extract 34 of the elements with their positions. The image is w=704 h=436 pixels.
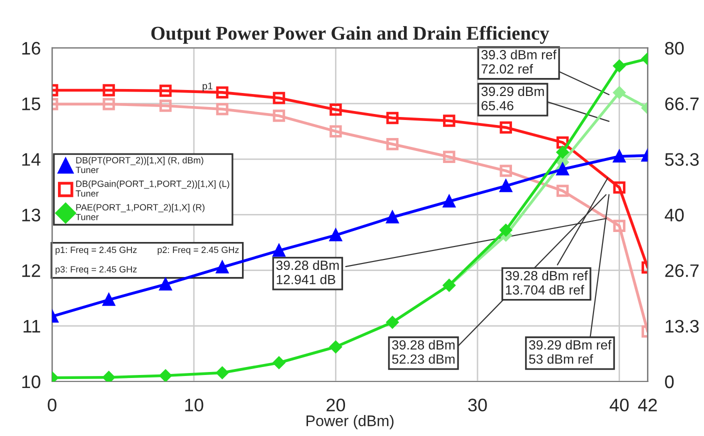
y-tick-label: 11 (24, 320, 40, 332)
y2-tick-label: 13.3 (666, 320, 699, 333)
y-tick-label: 15 (22, 98, 40, 110)
x-tick-label: 0 (48, 398, 56, 412)
y2-tick-label: 0 (665, 375, 674, 388)
y2-tick-label: 26.7 (665, 264, 699, 278)
annotation: 39.28 dBm ref 13.704 dB ref (505, 270, 588, 295)
x-tick-label: 40 (610, 398, 629, 412)
annotation: 39.29 dBm 65.46 (481, 86, 544, 110)
x-tick-label: 20 (326, 398, 346, 412)
x-axis-title: Power (dBm) (306, 415, 394, 430)
annotation: 39.28 dBm 12.941 dB (276, 260, 339, 284)
chart-title: Output Power Power Gain and Drain Efficiency (151, 26, 550, 44)
y2-tick-label: 53.3 (665, 153, 699, 166)
legend-label: DB(PT(PORT_2))[1,X] (R, dBm) Tuner (76, 156, 204, 174)
y2-tick-label: 40 (664, 208, 684, 222)
y-tick-label: 12 (22, 264, 40, 277)
y-tick-label: 14 (22, 153, 40, 166)
annotation: 39.3 dBm ref 72.02 ref (481, 50, 556, 74)
text: p1: Freq = 2.45 GHz p2: Freq = 2.45 GHz (56, 246, 239, 255)
legend-label: DB(PGain(PORT_1,PORT_2))[1,X] (L) Tuner (76, 180, 230, 197)
x-tick-label: 30 (468, 398, 487, 412)
y-tick-label: 16 (22, 42, 40, 55)
y-tick-label: 10 (22, 375, 40, 388)
x-tick-label: 10 (185, 398, 204, 412)
y-tick-label: 13 (22, 208, 40, 222)
legend-label: PAE(PORT_1,PORT_2)[1,X] (R) Tuner (76, 204, 204, 220)
annotation: 39.28 dBm 52.23 dBm (392, 340, 455, 364)
annotation: p1 (202, 82, 212, 92)
x-tick-label: 42 (638, 398, 657, 412)
y2-tick-label: 66.7 (665, 97, 699, 110)
annotation: 39.29 dBm ref 53 dBm ref (529, 340, 612, 364)
y2-tick-label: 80 (665, 42, 684, 55)
annotation: p3: Freq = 2.45 GHz (56, 266, 137, 274)
